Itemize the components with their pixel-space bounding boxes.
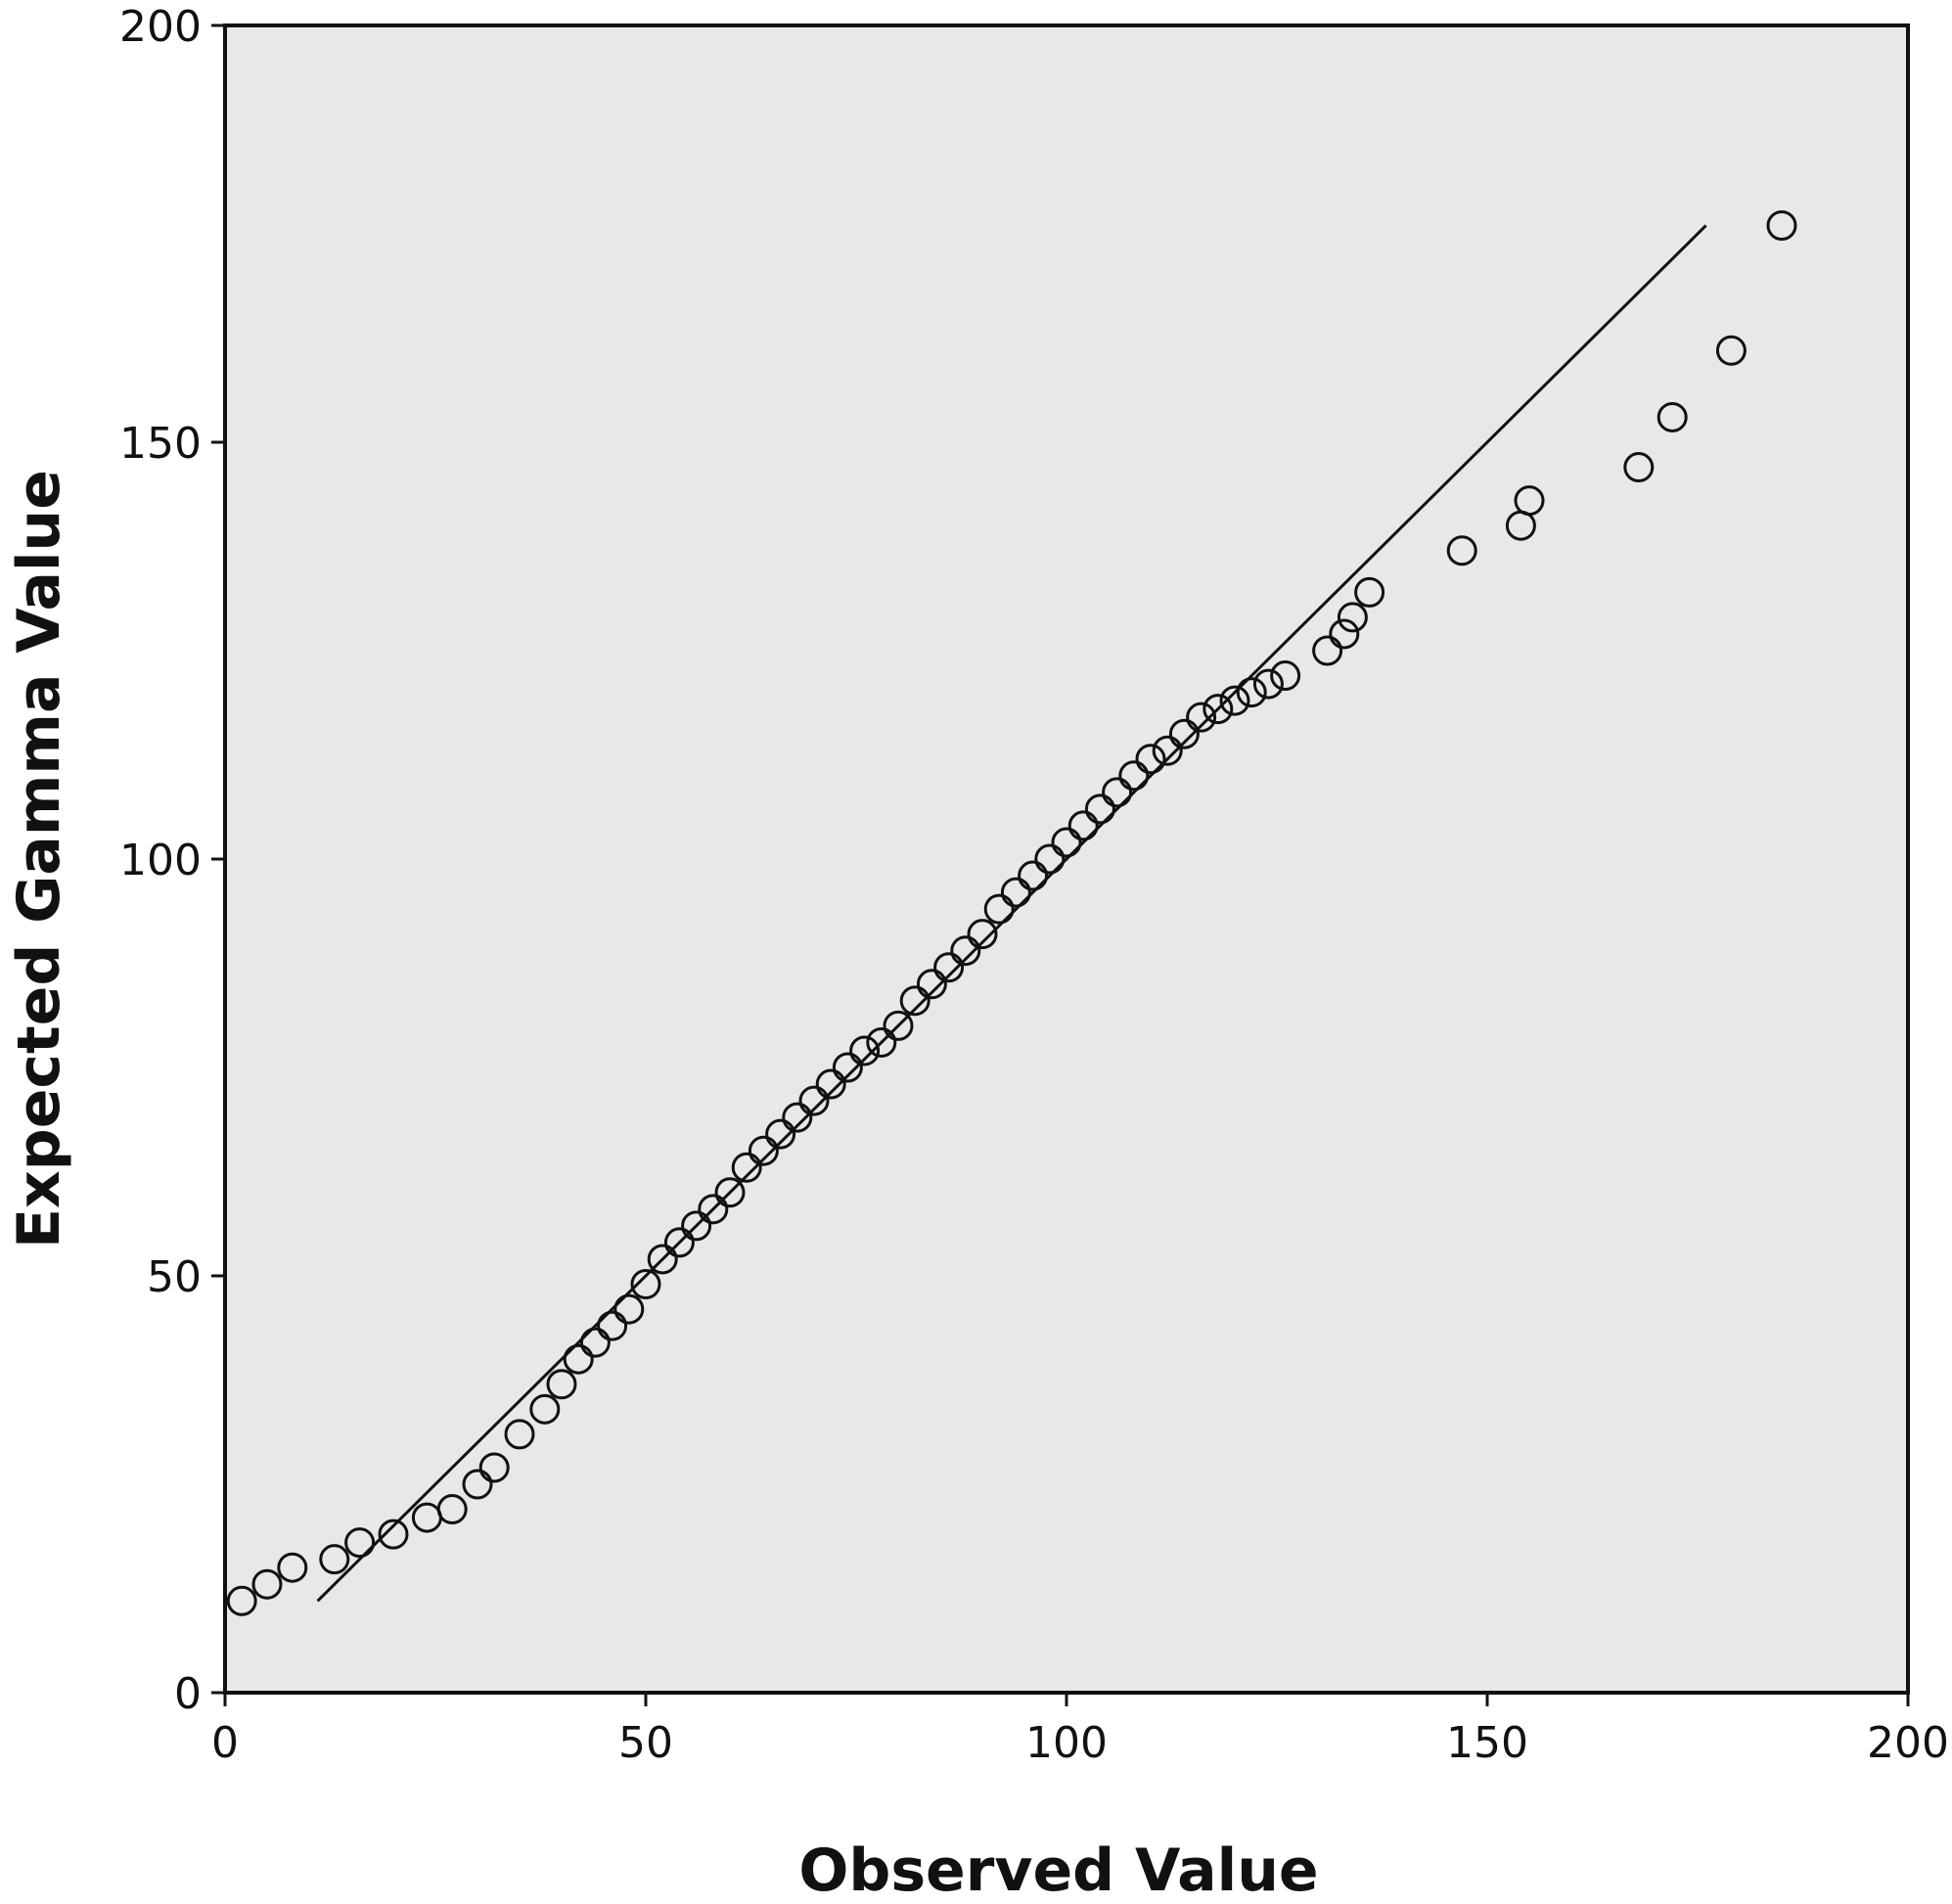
data-point — [597, 1310, 628, 1341]
data-points — [226, 209, 1797, 1616]
data-point — [378, 1519, 409, 1550]
x-tick-label: 100 — [1025, 1718, 1108, 1768]
data-point — [1514, 485, 1545, 517]
data-point — [1766, 209, 1797, 241]
y-tick-label: 150 — [119, 419, 202, 469]
data-point — [1102, 777, 1133, 808]
data-point — [529, 1393, 561, 1425]
data-point — [1219, 685, 1250, 716]
y-tick-label: 50 — [147, 1252, 202, 1302]
y-tick-label: 200 — [119, 2, 202, 52]
y-axis-title: Expected Gamma Value — [5, 470, 73, 1248]
data-point — [1270, 660, 1301, 692]
data-point — [1657, 401, 1688, 432]
x-axis-ticks: 0 50 100 150 200 — [211, 1693, 1949, 1768]
data-point — [1312, 635, 1343, 666]
data-point — [663, 1227, 695, 1258]
data-point — [815, 1068, 846, 1100]
data-point — [832, 1052, 863, 1083]
data-point — [436, 1494, 468, 1525]
data-point — [1337, 602, 1368, 633]
data-point — [1168, 718, 1200, 749]
data-point — [1252, 668, 1284, 700]
data-point — [1236, 677, 1267, 708]
data-point — [1152, 735, 1183, 766]
data-point — [630, 1269, 661, 1300]
x-tick-label: 200 — [1867, 1718, 1949, 1768]
data-point — [1329, 618, 1360, 650]
data-point — [765, 1118, 796, 1150]
data-point — [748, 1135, 779, 1166]
data-point — [462, 1469, 493, 1500]
x-tick-label: 150 — [1446, 1718, 1528, 1768]
data-point — [563, 1343, 594, 1375]
data-point — [681, 1210, 712, 1242]
data-point — [883, 1010, 914, 1041]
data-point — [782, 1102, 813, 1133]
data-point — [933, 952, 965, 983]
plot-frame — [223, 23, 1910, 1695]
data-point — [546, 1369, 577, 1400]
data-point — [1354, 576, 1385, 608]
data-point — [1067, 810, 1099, 841]
data-point — [251, 1568, 283, 1600]
data-point — [1135, 744, 1166, 775]
data-point — [226, 1585, 257, 1616]
data-point — [983, 893, 1015, 925]
data-point — [478, 1452, 510, 1483]
data-point — [579, 1327, 611, 1358]
data-point — [344, 1527, 376, 1559]
data-point — [1715, 335, 1747, 366]
x-axis-title: Observed Value — [798, 1836, 1318, 1904]
data-point — [714, 1177, 746, 1208]
x-tick-label: 0 — [211, 1718, 239, 1768]
data-point — [1084, 793, 1115, 825]
data-point — [1203, 694, 1234, 725]
y-axis-ticks: 0 50 100 150 200 — [119, 2, 225, 1719]
data-point — [1446, 535, 1477, 567]
data-point — [277, 1552, 308, 1583]
data-point — [698, 1194, 729, 1225]
y-tick-label: 0 — [174, 1669, 202, 1719]
data-point — [613, 1293, 645, 1325]
data-point — [916, 969, 947, 1000]
data-point — [1623, 452, 1655, 483]
data-point — [849, 1035, 881, 1066]
x-tick-label: 50 — [618, 1718, 673, 1768]
data-point — [1118, 760, 1150, 792]
data-point — [731, 1152, 762, 1183]
data-point — [899, 985, 931, 1017]
data-point — [1034, 843, 1066, 875]
data-point — [1186, 702, 1217, 733]
data-point — [504, 1419, 535, 1450]
data-point — [866, 1026, 897, 1058]
data-point — [1000, 877, 1031, 908]
y-tick-label: 100 — [119, 836, 202, 885]
data-point — [1051, 827, 1082, 858]
data-point — [647, 1244, 678, 1275]
data-point — [950, 935, 981, 967]
data-point — [1018, 860, 1049, 891]
data-point — [319, 1544, 350, 1575]
data-point — [798, 1085, 830, 1116]
data-point — [967, 919, 998, 950]
